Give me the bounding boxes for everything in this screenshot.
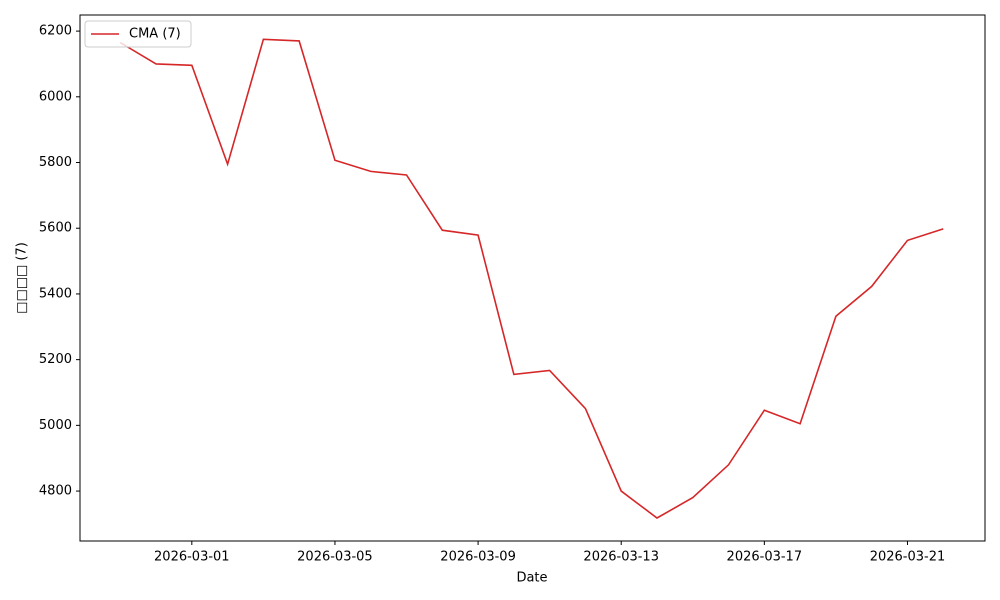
legend-label: CMA (7) (129, 27, 181, 42)
x-tick-label: 2026-03-05 (297, 550, 373, 565)
x-tick-label: 2026-03-13 (583, 550, 659, 565)
line (119, 38, 944, 519)
y-tick-label: 6200 (39, 24, 72, 39)
y-tick-label: 5400 (39, 286, 72, 301)
y-axis-label: □□□□ (7) (15, 242, 30, 314)
legend-box (84, 20, 192, 48)
x-tick-label: 2026-03-09 (440, 550, 516, 565)
x-tick-label: 2026-03-01 (154, 550, 230, 565)
y-tick-label: 5600 (39, 221, 72, 236)
plot-frame (79, 14, 986, 542)
x-tick-label: 2026-03-17 (727, 550, 803, 565)
y-tick-label: 6000 (39, 89, 72, 104)
x-tick-label: 2026-03-21 (870, 550, 946, 565)
y-tick-label: 4800 (39, 484, 72, 499)
y-tick-label: 5200 (39, 352, 72, 367)
y-tick-label: 5800 (39, 155, 72, 170)
y-tick-label: 5000 (39, 418, 72, 433)
x-axis-label: Date (516, 571, 547, 586)
